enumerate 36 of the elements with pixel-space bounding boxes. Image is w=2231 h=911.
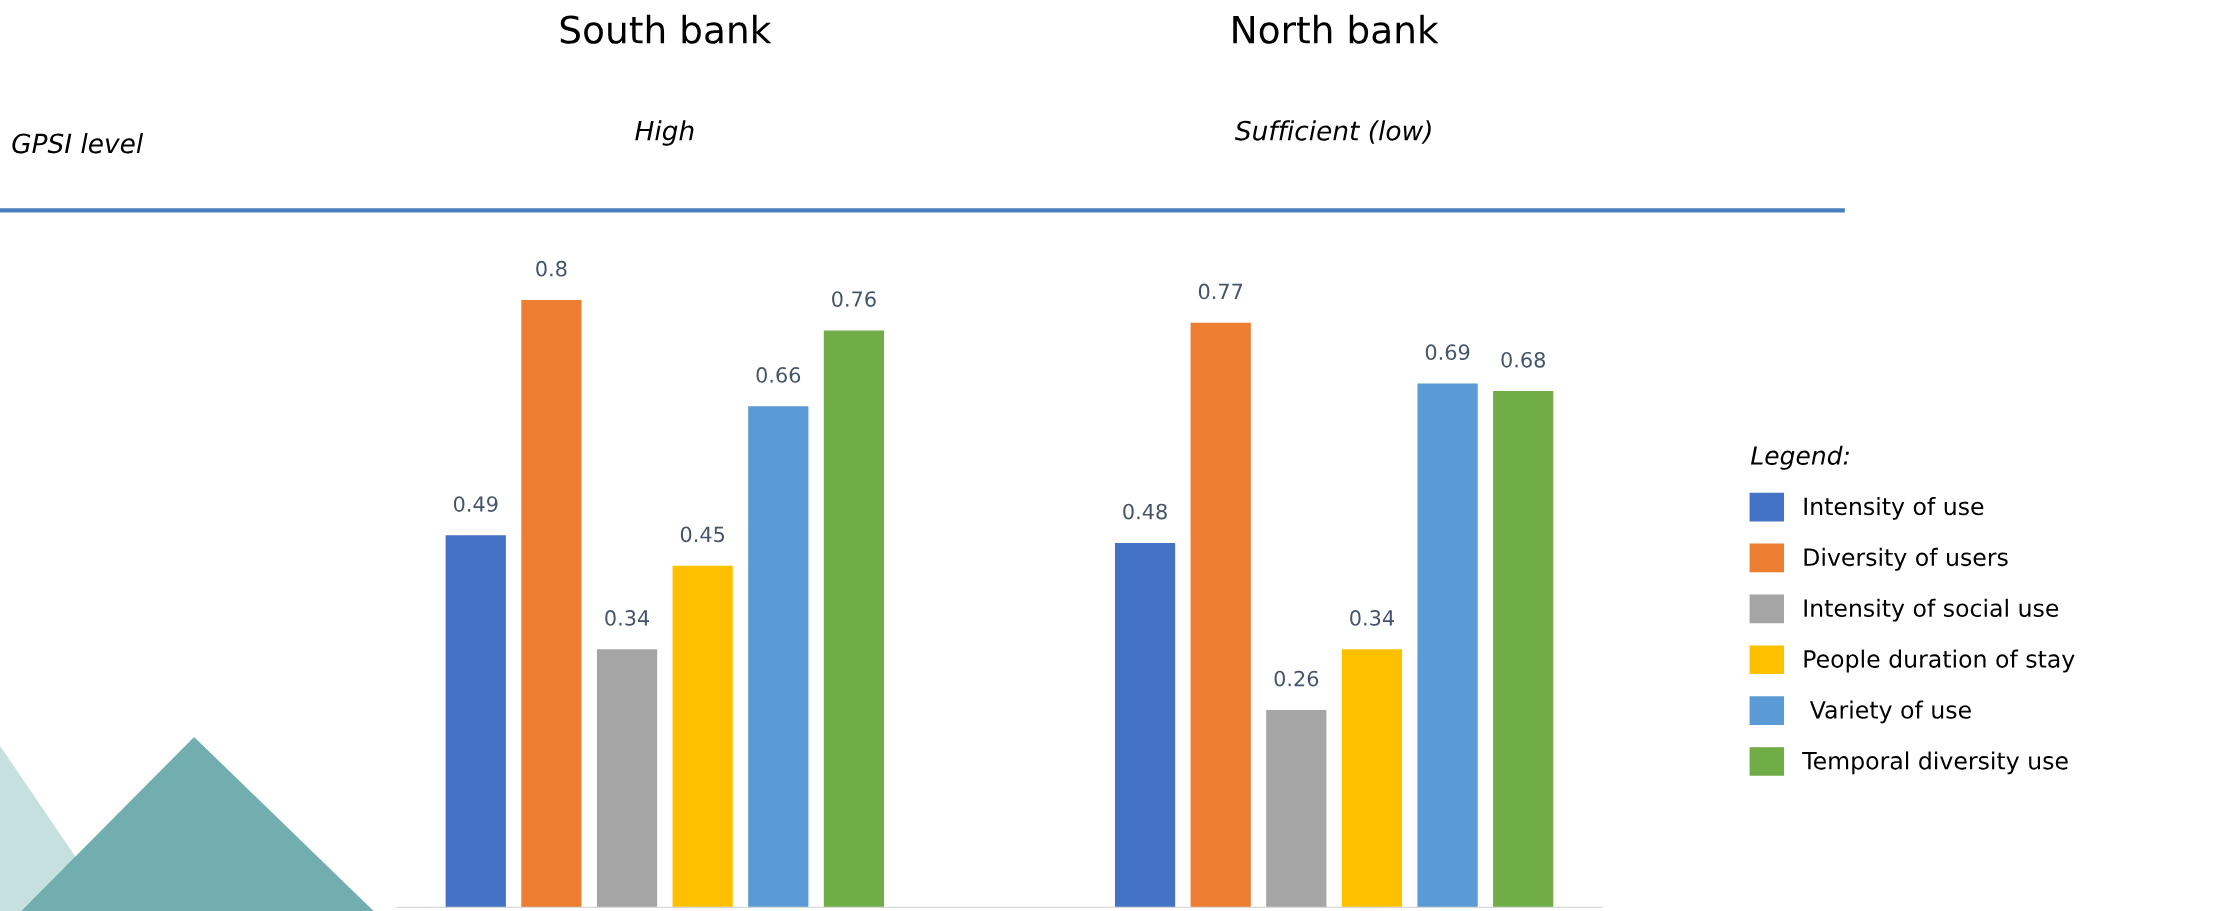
- bar: [596, 649, 658, 908]
- data-label: 0.76: [832, 291, 876, 307]
- text: GPSI level: [12, 132, 144, 154]
- data-label: 0.8: [536, 260, 567, 277]
- bar: [1190, 322, 1251, 908]
- data-label: 0.34: [1350, 610, 1394, 626]
- data-label: 0.69: [1425, 344, 1470, 361]
- bar: [1417, 383, 1478, 908]
- legend-label: Temporal diversity use: [1802, 751, 2068, 775]
- bar: [672, 565, 733, 908]
- legend-label: Variety of use: [1809, 700, 1971, 724]
- data-label: 0.77: [1198, 283, 1243, 300]
- data-label: 0.45: [680, 526, 725, 543]
- x-tick-label: North bank: [1233, 14, 1439, 44]
- text: High: [635, 120, 694, 146]
- data-label: 0.49: [453, 496, 498, 512]
- legend-label: People duration of stay: [1804, 649, 2075, 673]
- text: Sufficient (low): [1235, 120, 1431, 144]
- data-label: 0.68: [1501, 351, 1545, 368]
- data-label: 0.48: [1123, 503, 1167, 520]
- legend-label: Intensity of use: [1804, 496, 1984, 520]
- data-label: 0.34: [605, 610, 650, 626]
- bar: [445, 535, 506, 908]
- legend-label: Diversity of users: [1804, 547, 2008, 571]
- bar: [1114, 542, 1176, 908]
- bar: [521, 300, 582, 908]
- legend-title: Legend:: [1750, 445, 1849, 470]
- x-tick-label: South bank: [560, 14, 772, 44]
- legend-label: Intensity of social use: [1804, 598, 2059, 622]
- bar: [823, 330, 885, 908]
- data-label: 0.26: [1274, 670, 1319, 687]
- bar: [748, 406, 809, 908]
- data-label: 0.66: [756, 367, 801, 383]
- bar: [1266, 709, 1327, 908]
- bar: [1341, 649, 1403, 908]
- bar: [1493, 391, 1554, 908]
